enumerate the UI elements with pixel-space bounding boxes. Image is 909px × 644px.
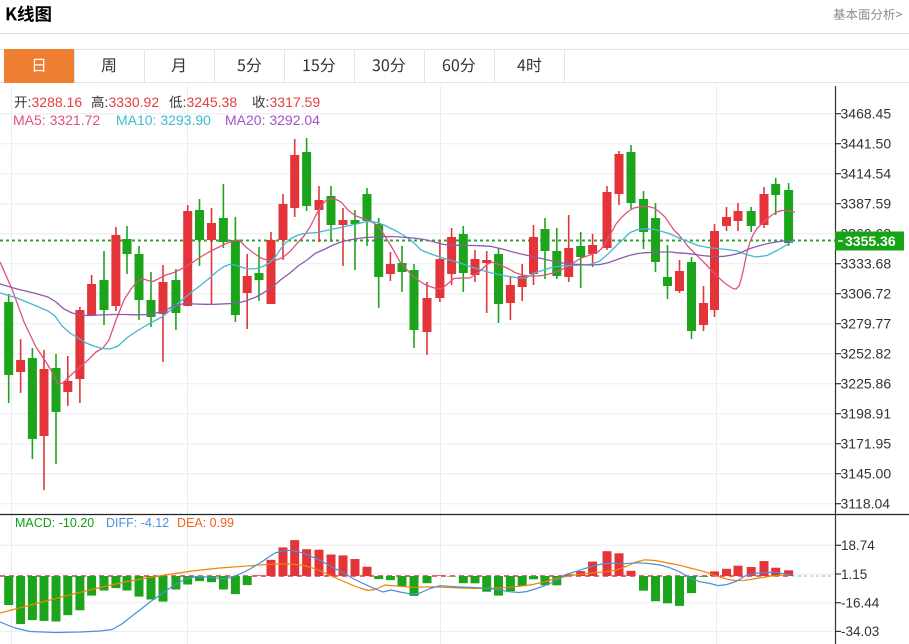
svg-text:3468.45: 3468.45: [841, 106, 892, 122]
svg-text:3441.50: 3441.50: [841, 136, 892, 152]
svg-text:3118.04: 3118.04: [841, 496, 891, 512]
svg-text:3171.95: 3171.95: [841, 436, 892, 452]
svg-text:-34.03: -34.03: [841, 624, 879, 639]
svg-text:3198.91: 3198.91: [841, 406, 892, 422]
svg-text:18.74: 18.74: [841, 538, 875, 553]
svg-text:3306.72: 3306.72: [841, 286, 892, 302]
svg-text:3333.68: 3333.68: [841, 256, 892, 272]
svg-text:3355.36: 3355.36: [845, 233, 896, 249]
svg-text:1.15: 1.15: [841, 567, 867, 582]
svg-text:-16.44: -16.44: [841, 596, 880, 611]
svg-text:3252.82: 3252.82: [841, 346, 892, 362]
svg-text:3387.59: 3387.59: [841, 196, 892, 212]
svg-text:3414.54: 3414.54: [841, 166, 892, 182]
svg-text:3225.86: 3225.86: [841, 376, 892, 392]
svg-text:3279.77: 3279.77: [841, 316, 892, 332]
svg-text:3145.00: 3145.00: [841, 466, 892, 482]
